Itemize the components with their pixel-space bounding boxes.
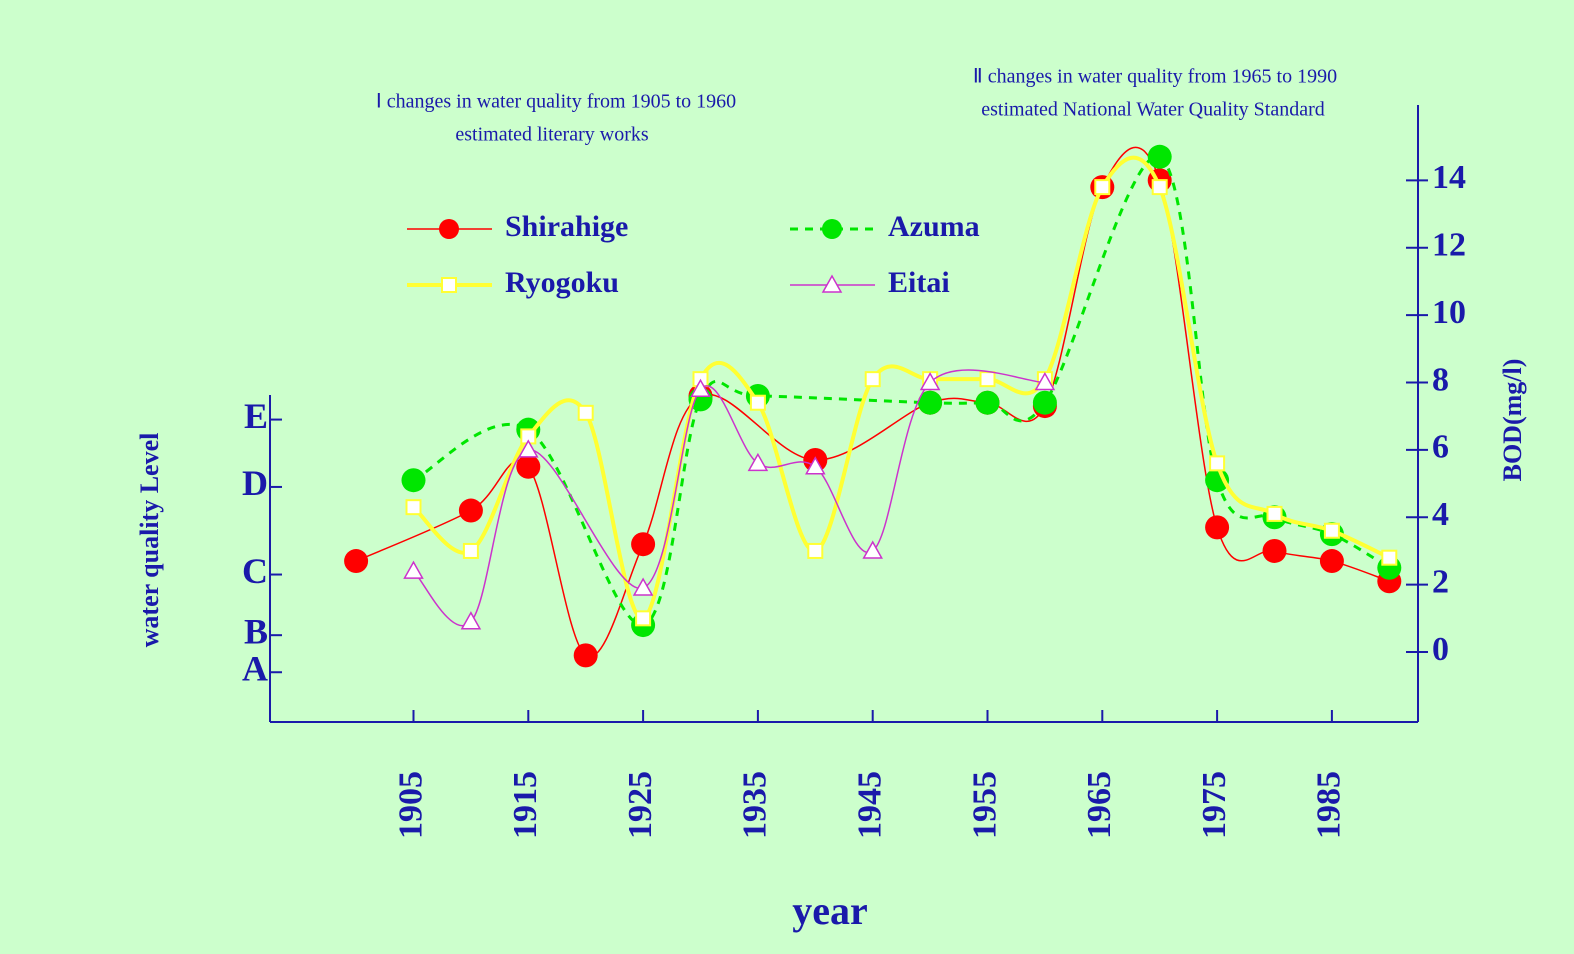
x-axis-label: year (792, 888, 868, 933)
x-tick-label: 1905 (392, 771, 429, 839)
y2-tick-label: 0 (1432, 631, 1449, 668)
x-tick-label: 1915 (507, 771, 544, 839)
data-point (577, 404, 594, 421)
data-point (632, 577, 654, 596)
data-point (403, 560, 424, 579)
data-point (979, 371, 996, 388)
data-point (807, 542, 824, 559)
data-point (747, 452, 769, 472)
data-point (1147, 144, 1172, 169)
data-point (1034, 371, 1056, 391)
legend-label: Ryogoku (505, 266, 619, 299)
y2-tick-label: 14 (1432, 159, 1466, 196)
data-point (690, 378, 711, 397)
data-point (458, 498, 483, 523)
data-point (805, 456, 826, 475)
y-tick-label: E (244, 396, 268, 436)
y-tick-label: D (242, 463, 268, 503)
legend-label: Eitai (888, 266, 950, 299)
data-point (1381, 549, 1398, 566)
y2-tick-label: 2 (1432, 563, 1449, 600)
x-tick-label: 1985 (1311, 771, 1348, 839)
y-tick-label: C (242, 551, 268, 591)
legend-label: Azuma (888, 210, 980, 243)
data-point (1319, 549, 1344, 574)
legend-label: Shirahige (505, 210, 628, 243)
data-point (1094, 179, 1111, 196)
data-point (405, 499, 422, 516)
legend-marker (821, 274, 843, 293)
annotation: Ⅰ changes in water quality from 1905 to … (376, 91, 736, 113)
y2-tick-label: 8 (1432, 361, 1449, 398)
data-point (1323, 522, 1340, 539)
x-tick-label: 1965 (1081, 771, 1118, 839)
data-point (975, 390, 1000, 415)
y2-tick-label: 4 (1432, 496, 1449, 533)
annotation: estimated literary works (455, 124, 648, 146)
data-point (635, 610, 652, 627)
x-tick-label: 1925 (622, 771, 659, 839)
data-point (864, 371, 881, 388)
data-point (344, 549, 369, 574)
y-tick-label: B (244, 611, 268, 651)
x-tick-label: 1975 (1196, 771, 1233, 839)
data-point (573, 643, 598, 668)
data-point (460, 611, 482, 630)
data-point (518, 439, 539, 458)
y2-tick-label: 12 (1432, 227, 1466, 264)
y-tick-label: A (242, 649, 268, 689)
legend-marker (822, 219, 842, 239)
y-axis-label: water quality Level (135, 433, 164, 648)
x-tick-label: 1945 (851, 771, 888, 839)
data-point (1032, 390, 1057, 415)
data-point (1262, 538, 1287, 563)
data-point (516, 454, 541, 479)
annotation: Ⅱ changes in water quality from 1965 to … (973, 66, 1337, 88)
data-point (462, 542, 479, 559)
y2-tick-label: 6 (1432, 429, 1449, 466)
data-point (1151, 179, 1168, 196)
data-point (1209, 455, 1226, 472)
data-point (1205, 515, 1230, 540)
data-point (631, 532, 656, 557)
y2-axis-label: BOD(mg/l) (1498, 359, 1527, 482)
data-point (919, 371, 941, 391)
data-point (918, 390, 943, 415)
legend-marker (441, 277, 457, 293)
data-point (862, 540, 883, 559)
series-line (412, 369, 1045, 627)
legend-marker (439, 219, 459, 239)
y2-tick-label: 10 (1432, 294, 1466, 331)
x-tick-label: 1935 (737, 771, 774, 839)
data-point (749, 394, 766, 411)
x-tick-label: 1955 (966, 771, 1003, 839)
data-point (1266, 505, 1283, 522)
data-point (401, 468, 426, 493)
annotation: estimated National Water Quality Standar… (981, 99, 1324, 121)
